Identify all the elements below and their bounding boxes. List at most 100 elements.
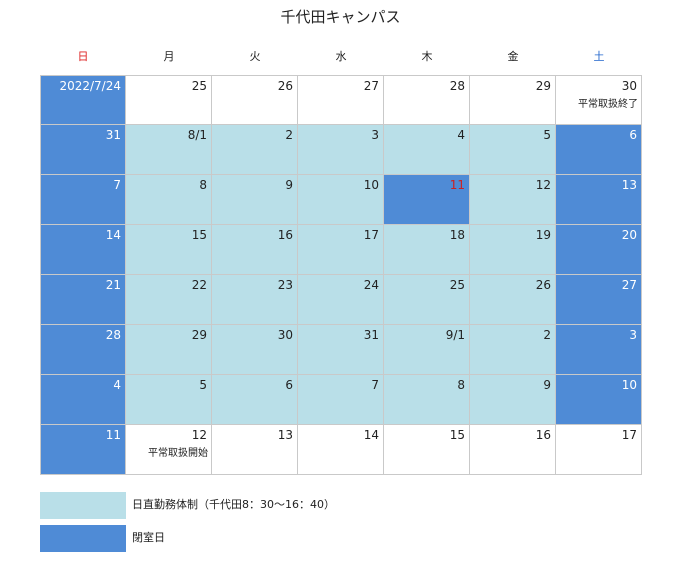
weekday-label: 日 (77, 50, 89, 63)
day-number: 17 (363, 228, 379, 242)
calendar-day-cell: 11 (384, 175, 470, 225)
day-number: 4 (457, 128, 465, 142)
calendar-day-cell: 30 (212, 325, 298, 375)
day-number: 26 (535, 278, 551, 292)
calendar-day-cell: 9 (212, 175, 298, 225)
day-number: 7 (371, 378, 379, 392)
calendar-day-cell: 17 (298, 225, 384, 275)
calendar-day-cell: 3 (556, 325, 642, 375)
day-number: 21 (105, 278, 121, 292)
calendar-day-cell: 18 (384, 225, 470, 275)
calendar-day-cell: 6 (556, 125, 642, 175)
legend-swatch-daytime (40, 492, 126, 519)
day-number: 7 (113, 178, 121, 192)
calendar-day-cell: 26 (470, 275, 556, 325)
day-number: 13 (621, 178, 637, 192)
calendar-day-cell: 30 平常取扱終了 (556, 75, 642, 125)
calendar-day-cell: 13 (556, 175, 642, 225)
day-number: 24 (363, 278, 379, 292)
day-number: 17 (621, 428, 637, 442)
day-number: 8 (199, 178, 207, 192)
weekday-label: 火 (249, 50, 261, 63)
day-number: 27 (621, 278, 637, 292)
day-number: 12 (535, 178, 551, 192)
day-number: 18 (449, 228, 465, 242)
calendar-day-cell: 27 (556, 275, 642, 325)
weekday-label: 水 (335, 50, 347, 63)
day-note: 平常取扱終了 (578, 99, 638, 110)
calendar-day-cell: 24 (298, 275, 384, 325)
legend-item-daytime: 日直勤務体制（千代田8：30～16：40） (40, 492, 440, 519)
day-number: 11 (105, 428, 121, 442)
day-number: 28 (105, 328, 121, 342)
calendar-day-cell: 4 (384, 125, 470, 175)
calendar-day-cell: 23 (212, 275, 298, 325)
calendar-day-cell: 7 (40, 175, 126, 225)
day-number: 27 (363, 79, 379, 93)
weekday-label: 木 (421, 50, 433, 63)
calendar-day-cell: 12 平常取扱開始 (126, 425, 212, 475)
day-number: 8 (457, 378, 465, 392)
day-number: 5 (543, 128, 551, 142)
day-number: 12 (191, 428, 207, 442)
calendar-day-cell: 31 (298, 325, 384, 375)
day-number: 13 (277, 428, 293, 442)
calendar-grid: 2022/7/24 25 26 27 28 29 30 平常取扱終了 31 8/1 2 3 4 5 6 7 8 9… (40, 75, 642, 475)
day-number: 29 (535, 79, 551, 93)
calendar-day-cell: 2 (212, 125, 298, 175)
calendar-day-cell: 9/1 (384, 325, 470, 375)
calendar-day-cell: 21 (40, 275, 126, 325)
calendar-day-cell: 4 (40, 375, 126, 425)
day-number: 19 (535, 228, 551, 242)
calendar-day-cell: 2 (470, 325, 556, 375)
weekday-header: 日月火水木金土 (40, 47, 642, 67)
calendar-day-cell: 31 (40, 125, 126, 175)
day-number: 28 (449, 79, 465, 93)
day-number: 9/1 (445, 328, 465, 342)
day-number: 14 (105, 228, 121, 242)
day-number: 26 (277, 79, 293, 93)
day-number: 22 (191, 278, 207, 292)
calendar-day-cell: 5 (470, 125, 556, 175)
legend-label-closed: 閉室日 (132, 531, 165, 544)
calendar-day-cell: 13 (212, 425, 298, 475)
calendar-day-cell: 25 (384, 275, 470, 325)
calendar-day-cell: 16 (470, 425, 556, 475)
day-number: 4 (113, 378, 121, 392)
day-number: 31 (105, 128, 121, 142)
calendar-day-cell: 3 (298, 125, 384, 175)
day-number: 23 (277, 278, 293, 292)
calendar-day-cell: 15 (384, 425, 470, 475)
calendar-day-cell: 16 (212, 225, 298, 275)
calendar-day-cell: 17 (556, 425, 642, 475)
weekday-label: 金 (507, 50, 519, 63)
day-number: 5 (199, 378, 207, 392)
calendar-day-cell: 22 (126, 275, 212, 325)
day-number: 15 (191, 228, 207, 242)
calendar-day-cell: 29 (126, 325, 212, 375)
day-number: 10 (621, 378, 637, 392)
calendar-day-cell: 8 (384, 375, 470, 425)
day-number: 2 (543, 328, 551, 342)
legend: 日直勤務体制（千代田8：30～16：40） 閉室日 (40, 492, 440, 558)
day-number: 25 (449, 278, 465, 292)
calendar-day-cell: 19 (470, 225, 556, 275)
day-number: 25 (191, 79, 207, 93)
legend-swatch-closed (40, 525, 126, 552)
day-number: 3 (371, 128, 379, 142)
day-number: 6 (285, 378, 293, 392)
calendar-day-cell: 29 (470, 75, 556, 125)
calendar-day-cell: 5 (126, 375, 212, 425)
calendar-day-cell: 2022/7/24 (40, 75, 126, 125)
day-number: 31 (363, 328, 379, 342)
calendar-day-cell: 25 (126, 75, 212, 125)
calendar-day-cell: 20 (556, 225, 642, 275)
day-number: 30 (277, 328, 293, 342)
calendar-day-cell: 11 (40, 425, 126, 475)
day-number: 2022/7/24 (59, 79, 121, 93)
day-number: 29 (191, 328, 207, 342)
weekday-label: 月 (163, 50, 175, 63)
day-number: 14 (363, 428, 379, 442)
calendar-title: 千代田キャンパス (280, 8, 401, 26)
day-note: 平常取扱開始 (148, 448, 208, 459)
